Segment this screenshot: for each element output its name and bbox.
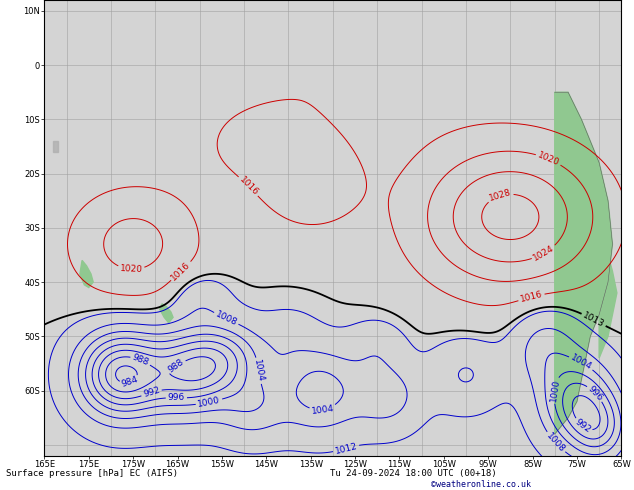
Text: 992: 992 bbox=[573, 417, 592, 435]
Text: 1012: 1012 bbox=[334, 441, 358, 456]
Text: 1004: 1004 bbox=[252, 359, 266, 383]
Text: 996: 996 bbox=[586, 384, 604, 403]
Text: 1016: 1016 bbox=[237, 175, 260, 197]
Polygon shape bbox=[160, 304, 173, 323]
Text: 1013: 1013 bbox=[581, 311, 606, 329]
Text: 1004: 1004 bbox=[311, 404, 335, 416]
Text: 1016: 1016 bbox=[169, 260, 193, 282]
Text: 1020: 1020 bbox=[536, 150, 561, 168]
Text: 1028: 1028 bbox=[488, 188, 512, 203]
Polygon shape bbox=[599, 244, 617, 358]
Polygon shape bbox=[53, 141, 58, 152]
Text: 1008: 1008 bbox=[545, 431, 566, 454]
Text: 988: 988 bbox=[167, 357, 186, 375]
Text: 1000: 1000 bbox=[548, 378, 560, 402]
Text: 988: 988 bbox=[131, 353, 150, 368]
Text: 1016: 1016 bbox=[519, 290, 543, 304]
Text: 984: 984 bbox=[120, 375, 139, 389]
Polygon shape bbox=[80, 260, 93, 288]
Text: 1020: 1020 bbox=[120, 264, 143, 274]
Text: 1024: 1024 bbox=[532, 244, 556, 263]
Text: Surface pressure [hPa] EC (AIFS): Surface pressure [hPa] EC (AIFS) bbox=[6, 469, 178, 478]
Text: 996: 996 bbox=[168, 393, 185, 402]
Text: 992: 992 bbox=[142, 386, 161, 399]
Text: 1004: 1004 bbox=[569, 353, 593, 372]
Polygon shape bbox=[555, 92, 612, 434]
Text: Tu 24-09-2024 18:00 UTC (00+18): Tu 24-09-2024 18:00 UTC (00+18) bbox=[330, 469, 496, 478]
Text: 1000: 1000 bbox=[197, 395, 221, 409]
Text: ©weatheronline.co.uk: ©weatheronline.co.uk bbox=[431, 480, 531, 489]
Text: 1008: 1008 bbox=[214, 310, 238, 328]
